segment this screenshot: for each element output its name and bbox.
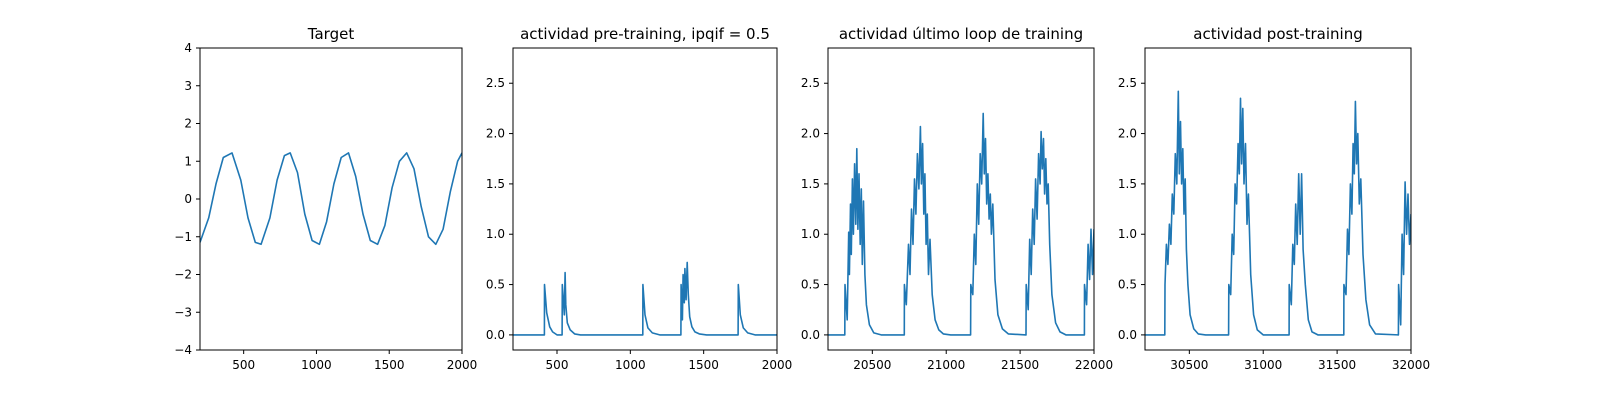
- y-tick-label: 2.0: [1118, 127, 1137, 141]
- y-tick-label: −1: [174, 230, 192, 244]
- y-tick-label: 0.5: [801, 278, 820, 292]
- subplot-1: Target 500 1000 1500 2000 −4 −3 −2 −1 0 1 2 3 4: [174, 25, 477, 372]
- y-tick-label: −4: [174, 343, 192, 357]
- series-line: [1145, 90, 1411, 336]
- x-tick-label: 500: [546, 358, 569, 372]
- x-tick-label: 20500: [853, 358, 891, 372]
- x-tick-label: 21000: [927, 358, 965, 372]
- y-tick-label: 2.5: [1118, 76, 1137, 90]
- axes-frame: [1144, 47, 1412, 351]
- axes-frame: [512, 47, 778, 351]
- y-tick-label: 3: [184, 79, 192, 93]
- x-tick-label: 21500: [1001, 358, 1039, 372]
- y-tick-label: 0.0: [801, 328, 820, 342]
- x-tick-label: 32000: [1392, 358, 1430, 372]
- series-line: [513, 261, 777, 336]
- y-tick-label: 2.0: [486, 127, 505, 141]
- y-tick-label: 1.5: [486, 177, 505, 191]
- y-tick-label: 1.0: [1118, 227, 1137, 241]
- y-tick-label: 0: [184, 192, 192, 206]
- x-tick-label: 31500: [1318, 358, 1356, 372]
- y-tick-label: 0.5: [1118, 278, 1137, 292]
- y-tick-label: 0.5: [486, 278, 505, 292]
- x-tick-label: 1500: [688, 358, 719, 372]
- series-line: [828, 112, 1094, 336]
- y-tick-label: 2.5: [486, 76, 505, 90]
- y-tick-label: 1: [184, 154, 192, 168]
- y-tick-label: 1.5: [801, 177, 820, 191]
- y-tick-label: 0.0: [1118, 328, 1137, 342]
- x-tick-label: 2000: [762, 358, 793, 372]
- y-tick-label: 2: [184, 117, 192, 131]
- subplot-2: actividad pre-training, ipqif = 0.5 500 10…: [486, 25, 792, 372]
- subplot-title: actividad post-training: [1193, 25, 1362, 43]
- y-tick-label: 2.5: [801, 76, 820, 90]
- y-tick-label: −3: [174, 305, 192, 319]
- x-tick-label: 1000: [615, 358, 646, 372]
- y-tick-label: −2: [174, 268, 192, 282]
- y-tick-label: 4: [184, 41, 192, 55]
- subplot-panels: Target 500 1000 1500 2000 −4 −3 −2 −1 0 1 2 3 4 activi…: [174, 25, 1430, 372]
- y-tick-label: 1.0: [486, 227, 505, 241]
- y-tick-label: 2.0: [801, 127, 820, 141]
- y-tick-label: 0.0: [486, 328, 505, 342]
- x-tick-label: 22000: [1075, 358, 1113, 372]
- x-tick-label: 1500: [374, 358, 405, 372]
- subplot-title: actividad último loop de training: [839, 25, 1083, 43]
- x-tick-label: 1000: [301, 358, 332, 372]
- subplot-title: Target: [307, 25, 355, 43]
- x-tick-label: 31000: [1244, 358, 1282, 372]
- series-line: [200, 152, 462, 246]
- subplot-title: actividad pre-training, ipqif = 0.5: [520, 25, 770, 43]
- x-tick-label: 2000: [447, 358, 478, 372]
- axes-frame: [827, 47, 1095, 351]
- y-tick-label: 1.0: [801, 227, 820, 241]
- subplot-3: actividad último loop de training 20500 21…: [801, 25, 1113, 372]
- x-tick-label: 30500: [1170, 358, 1208, 372]
- subplot-4: actividad post-training 30500 31000 31500 32…: [1118, 25, 1430, 372]
- y-tick-label: 1.5: [1118, 177, 1137, 191]
- x-tick-label: 500: [232, 358, 255, 372]
